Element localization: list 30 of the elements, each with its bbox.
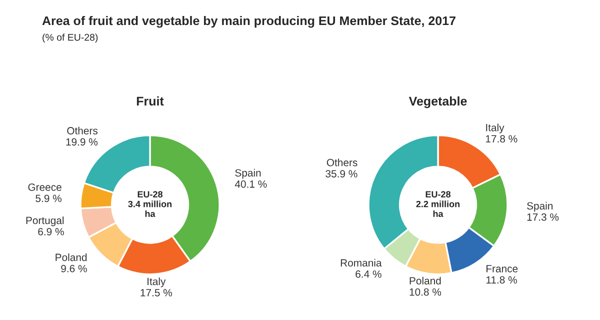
data-label: 40.1 %	[234, 180, 267, 188]
slice-label: Spain	[527, 202, 553, 212]
data-label: 6.9 %	[38, 228, 64, 236]
slice-label: Italy	[486, 124, 504, 134]
data-label: 9.6 %	[61, 264, 87, 272]
slice-label: Others	[326, 158, 358, 166]
chart-title: Fruit	[136, 96, 164, 106]
slice-label: Poland	[56, 253, 87, 262]
slice-label: Portugal	[26, 216, 64, 226]
data-label: 11.8 %	[486, 276, 517, 284]
text: (% of EU-28)	[42, 34, 98, 43]
slice-label: Poland	[410, 276, 441, 284]
chart-title: Vegetable	[408, 96, 467, 108]
data-label: 6.4 %	[356, 270, 382, 278]
slice-label: Spain	[235, 168, 261, 179]
slice-label: France	[486, 265, 518, 272]
data-label: 17.5 %	[140, 289, 172, 296]
text: Area of fruit and vegetable by main producing EU Member State, 2017	[42, 16, 456, 28]
slice-label: Others	[67, 126, 98, 134]
text: EU-28 2.2 million ha	[416, 191, 460, 217]
data-label: 5.9 %	[36, 194, 62, 202]
data-label: 17.8 %	[486, 135, 518, 143]
slice-label: Italy	[148, 278, 166, 288]
text: EU-28 3.4 million ha	[128, 191, 172, 217]
data-label: 19.9 %	[66, 138, 98, 146]
slice-label: Romania	[340, 258, 382, 267]
data-label: 35.9 %	[326, 170, 358, 178]
slice-label: Greece	[28, 184, 62, 191]
data-label: 17.3 %	[527, 213, 559, 221]
data-label: 10.8 %	[410, 288, 442, 296]
